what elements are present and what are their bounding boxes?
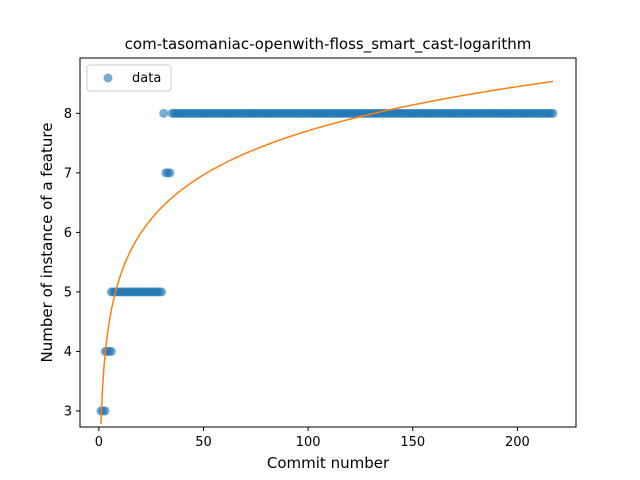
plot-frame — [79, 57, 577, 428]
x-tick-label: 200 — [505, 435, 530, 450]
y-tick-label: 7 — [64, 166, 72, 181]
y-tick-label: 5 — [64, 285, 72, 300]
data-point — [165, 168, 175, 178]
x-tick-label: 100 — [296, 435, 321, 450]
x-axis-label: Commit number — [267, 454, 390, 472]
x-tick-label: 50 — [195, 435, 212, 450]
y-tick-label: 3 — [64, 404, 72, 419]
data-point — [100, 406, 110, 416]
plot-area — [96, 80, 558, 425]
legend-marker-data — [103, 73, 113, 83]
x-tick-label: 0 — [95, 435, 103, 450]
y-axis-ticks: 3 4 5 6 7 8 — [64, 107, 80, 419]
fit-line — [100, 80, 554, 425]
y-tick-label: 8 — [64, 107, 72, 122]
y-axis-label: Number of instance of a feature — [38, 123, 56, 363]
y-tick-label: 4 — [64, 345, 72, 360]
data-point — [157, 287, 167, 297]
x-tick-label: 150 — [400, 435, 425, 450]
legend: data — [86, 64, 172, 92]
y-tick-label: 6 — [64, 226, 72, 241]
data-point — [159, 108, 169, 118]
legend-box — [86, 64, 172, 92]
data-point — [548, 108, 558, 118]
chart-title: com-tasomaniac-openwith-floss_smart_cast… — [125, 35, 532, 54]
data-point — [106, 346, 116, 356]
legend-label-data: data — [132, 71, 161, 86]
x-axis-ticks: 0 50 100 150 200 — [95, 427, 530, 450]
